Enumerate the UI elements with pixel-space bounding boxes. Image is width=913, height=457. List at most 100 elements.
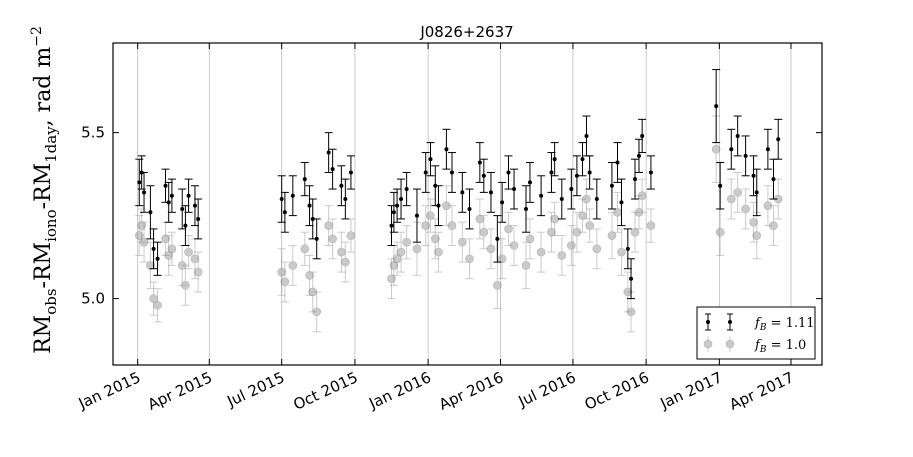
fb-10-marker <box>715 227 725 237</box>
fb-111-marker <box>428 157 433 162</box>
fb-10-marker <box>637 191 647 201</box>
fb-10-marker <box>634 207 644 217</box>
fb-111-marker <box>137 180 142 185</box>
fb-111-point <box>300 162 309 197</box>
fb-10-marker <box>396 247 406 257</box>
legend-fb-111-marker <box>706 320 710 324</box>
fb-111-marker <box>625 246 630 251</box>
fb-111-marker <box>449 170 454 175</box>
fb-111-marker <box>348 170 353 175</box>
fb-111-marker <box>166 200 171 205</box>
fb-111-marker <box>569 187 574 192</box>
fb-10-point <box>613 191 622 233</box>
fb-10-point <box>149 281 158 316</box>
fb-10-point <box>396 231 406 273</box>
fb-111-marker <box>552 157 557 162</box>
fb-111-marker <box>594 197 599 202</box>
ylabel-base-2: RM <box>31 242 56 281</box>
fb-10-marker <box>146 261 155 270</box>
data-points <box>134 69 783 333</box>
ylabel-base-3: RM <box>31 163 56 202</box>
fb-111-point <box>337 165 346 207</box>
fb-111-point <box>465 188 474 230</box>
fb-111-marker <box>640 133 645 138</box>
fb-111-point <box>578 142 587 177</box>
fb-111-marker <box>169 193 174 198</box>
fb-10-point <box>536 231 546 273</box>
legend-fb-10-marker <box>725 339 735 349</box>
fb-10-marker <box>177 261 187 270</box>
y-tick-label: 5.5 <box>81 124 105 142</box>
fb-111-marker <box>399 197 404 202</box>
fb-111-marker <box>279 197 284 202</box>
fb-10-marker <box>486 244 496 254</box>
fb-111-marker <box>743 153 748 158</box>
fb-111-point <box>328 148 337 190</box>
fb-111-point <box>184 178 193 213</box>
fb-111-marker <box>155 256 160 261</box>
fb-10-point <box>308 271 318 313</box>
fb-10-point <box>741 188 750 230</box>
fb-111-point <box>716 162 725 210</box>
fb-10-marker <box>346 231 356 240</box>
fb-10-marker <box>646 221 656 230</box>
fb-10-marker <box>525 234 535 244</box>
fb-111-point <box>567 168 576 210</box>
fb-111-marker <box>539 193 544 198</box>
fb-111-point <box>537 175 546 217</box>
fb-10-point <box>164 235 174 276</box>
fb-111-point <box>749 155 758 197</box>
fb-10-marker <box>547 227 556 237</box>
fb-111-point <box>421 152 430 193</box>
fb-10-marker <box>280 277 290 287</box>
fb-10-marker <box>161 234 170 244</box>
fb-10-point <box>177 244 187 286</box>
fb-10-marker <box>134 231 144 240</box>
fb-111-marker <box>523 206 528 211</box>
fb-111-marker <box>151 246 156 251</box>
fb-111-point <box>592 178 601 220</box>
fb-10-point <box>630 211 640 253</box>
fb-111-point <box>312 218 321 260</box>
fb-111-point <box>498 181 507 223</box>
fb-10-marker <box>139 237 149 247</box>
fb-111-point <box>280 191 289 233</box>
fb-111-point <box>178 188 187 230</box>
fb-111-marker <box>477 160 482 165</box>
fb-10-marker <box>442 201 451 210</box>
fb-111-marker <box>580 157 585 162</box>
fb-111-marker <box>765 147 770 152</box>
fb-10-point <box>465 238 474 280</box>
fb-111-point <box>149 228 158 270</box>
fb-111-point <box>434 185 443 227</box>
fb-10-point <box>442 185 451 227</box>
fb-10-marker <box>617 247 626 257</box>
fb-111-point <box>426 142 435 177</box>
fb-10-marker <box>475 214 485 224</box>
legend-value-1: = 1.11 <box>766 316 814 331</box>
fb-10-marker <box>190 254 200 264</box>
fb-10-marker <box>312 307 322 317</box>
fb-10-point <box>617 228 626 276</box>
legend-markers <box>703 313 735 352</box>
fb-10-marker <box>308 287 318 297</box>
fb-10-marker <box>181 281 190 290</box>
fb-111-point <box>627 258 636 300</box>
fb-111-marker <box>180 206 185 211</box>
fb-10-marker <box>493 281 502 290</box>
fb-10-point <box>585 208 594 243</box>
fb-10-marker <box>167 244 177 254</box>
fb-111-marker <box>192 203 197 208</box>
fb-111-point <box>769 158 778 200</box>
fb-10-point <box>547 211 556 253</box>
fb-10-point <box>509 225 519 266</box>
fb-10-point <box>146 241 155 290</box>
fb-10-point <box>592 228 602 270</box>
fb-10-point <box>550 201 559 237</box>
fb-10-point <box>153 288 162 323</box>
fb-10-point <box>421 205 431 246</box>
fb-10-point <box>521 241 531 290</box>
fb-10-marker <box>626 307 636 317</box>
fb-111-point <box>153 241 162 276</box>
